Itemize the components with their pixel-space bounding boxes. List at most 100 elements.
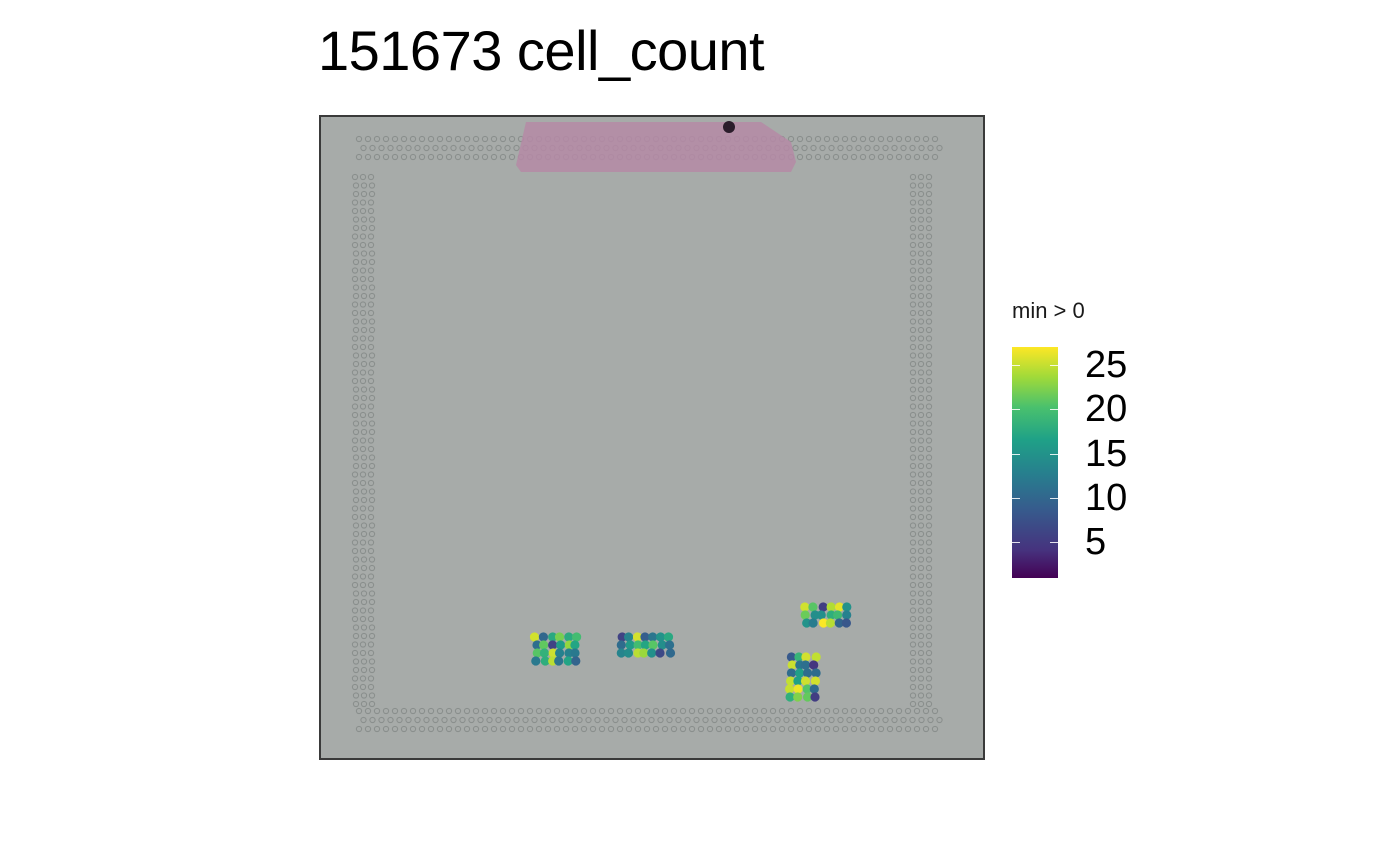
tissue-dark-spot (723, 121, 735, 133)
fiducial-dot (796, 707, 804, 715)
fiducial-dot (859, 707, 867, 715)
fiducial-dot (432, 716, 439, 724)
data-spot (786, 652, 796, 662)
fiducial-dot (917, 377, 925, 385)
data-spot (818, 618, 829, 628)
data-spot (665, 640, 675, 650)
data-spot (811, 652, 821, 662)
fiducial-dot (351, 547, 359, 555)
fiducial-dot (900, 716, 907, 724)
fiducial-dot (400, 725, 408, 733)
fiducial-dot (925, 530, 933, 538)
fiducial-dot (877, 153, 885, 161)
fiducial-dot (738, 716, 745, 724)
data-spot (810, 676, 820, 686)
fiducial-dot (352, 598, 360, 606)
fiducial-dot (697, 725, 705, 733)
colorbar-tick (1050, 542, 1058, 544)
fiducial-dot (891, 144, 898, 152)
data-spot (555, 648, 565, 658)
fiducial-dot (352, 326, 360, 334)
fiducial-dot (925, 250, 933, 257)
fiducial-dot (367, 267, 375, 274)
fiducial-dot (925, 394, 933, 402)
fiducial-dot (352, 692, 360, 699)
fiducial-dot (352, 522, 360, 529)
fiducial-dot (367, 437, 375, 444)
fiducial-dot (625, 707, 633, 715)
data-spot (538, 632, 548, 642)
fiducial-dot (922, 725, 930, 733)
fiducial-dot (917, 530, 925, 538)
fiducial-dot (450, 144, 457, 152)
fiducial-dot (909, 615, 917, 623)
fiducial-dot (850, 725, 858, 733)
fiducial-dot (391, 707, 399, 715)
fiducial-dot (925, 649, 933, 657)
fiducial-dot (927, 716, 934, 724)
fiducial-dot (504, 144, 511, 152)
fiducial-dot (909, 190, 917, 198)
fiducial-dot (925, 411, 933, 419)
fiducial-dot (373, 725, 381, 733)
data-spot (825, 618, 835, 628)
fiducial-dot (925, 301, 933, 308)
fiducial-dot (540, 716, 547, 724)
fiducial-dot (359, 615, 367, 623)
fiducial-dot (352, 250, 360, 257)
fiducial-dot (917, 386, 925, 393)
fiducial-dot (396, 716, 403, 724)
fiducial-dot (360, 284, 368, 291)
data-spot (665, 648, 676, 658)
fiducial-dot (351, 675, 359, 682)
fiducial-dot (441, 716, 448, 724)
fiducial-dot (925, 437, 933, 444)
fiducial-dot (360, 488, 368, 495)
fiducial-dot (925, 522, 933, 529)
fiducial-dot (925, 182, 933, 189)
fiducial-dot (352, 496, 360, 504)
fiducial-dot (925, 369, 933, 376)
fiducial-dot (909, 352, 917, 359)
fiducial-dot (796, 135, 804, 143)
fiducial-dot (904, 153, 912, 161)
fiducial-dot (913, 135, 921, 143)
fiducial-dot (909, 716, 916, 724)
fiducial-dot (900, 144, 907, 152)
fiducial-dot (351, 369, 359, 376)
data-spot (816, 610, 826, 620)
fiducial-dot (841, 135, 849, 143)
colorbar-tick-label: 20 (1085, 388, 1128, 431)
fiducial-dot (359, 505, 367, 512)
fiducial-dot (909, 275, 917, 283)
fiducial-dot (368, 190, 376, 198)
fiducial-dot (571, 707, 579, 715)
fiducial-dot (917, 564, 925, 572)
fiducial-dot (925, 420, 933, 427)
fiducial-dot (621, 716, 628, 724)
fiducial-dot (360, 454, 368, 461)
fiducial-dot (360, 658, 368, 665)
fiducial-dot (351, 411, 359, 419)
fiducial-dot (499, 725, 507, 733)
fiducial-dot (909, 641, 917, 648)
fiducial-dot (751, 725, 759, 733)
fiducial-dot (810, 716, 817, 724)
fiducial-dot (909, 318, 917, 325)
fiducial-dot (917, 428, 925, 436)
fiducial-dot (702, 716, 709, 724)
fiducial-dot (909, 301, 917, 308)
fiducial-dot (917, 207, 925, 215)
fiducial-dot (909, 182, 917, 189)
fiducial-dot (400, 135, 408, 143)
fiducial-dot (909, 607, 917, 614)
fiducial-dot (917, 318, 925, 325)
fiducial-dot (873, 716, 880, 724)
fiducial-dot (359, 675, 367, 682)
fiducial-dot (832, 135, 840, 143)
fiducial-dot (445, 135, 453, 143)
data-spot (625, 640, 635, 650)
fiducial-dot (886, 135, 894, 143)
fiducial-dot (909, 658, 917, 665)
data-spot (826, 602, 836, 612)
